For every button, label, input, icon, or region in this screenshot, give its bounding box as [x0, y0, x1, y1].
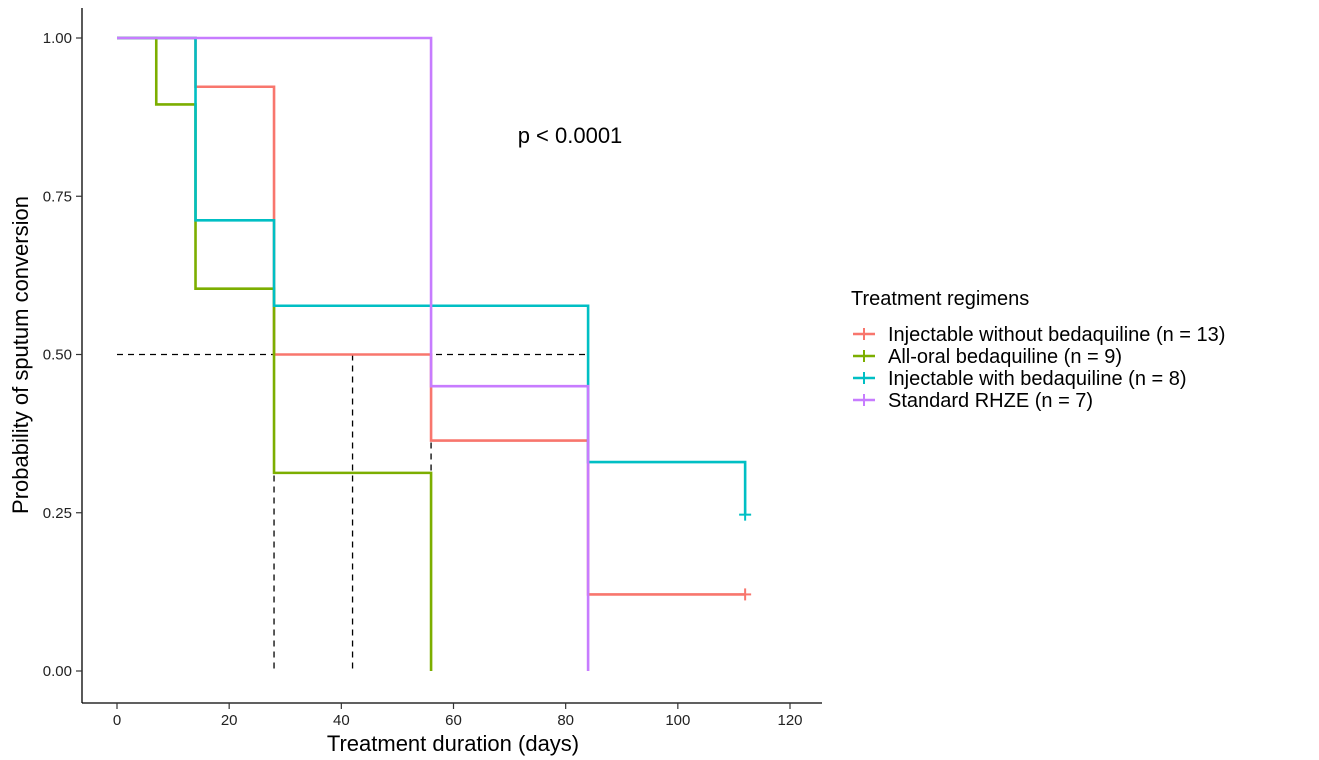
y-tick-label: 1.00 — [43, 30, 72, 47]
x-axis-title: Treatment duration (days) — [327, 731, 579, 756]
legend-label: All-oral bedaquiline (n = 9) — [888, 346, 1122, 368]
x-tick-label: 0 — [113, 712, 121, 729]
plot-area: 0 20 40 60 80 100 120 0.00 0.25 0.50 0.75 1.00 — [43, 8, 822, 729]
x-tick-label: 20 — [221, 712, 238, 729]
y-tick-label: 0.25 — [43, 505, 72, 522]
x-tick-label: 80 — [557, 712, 574, 729]
survival-curve — [117, 36, 590, 671]
y-tick-label: 0.50 — [43, 347, 72, 364]
y-tick-label: 0.75 — [43, 188, 72, 205]
legend: Treatment regimens Injectable without be… — [851, 288, 1225, 412]
legend-label: Injectable with bedaquiline (n = 8) — [888, 368, 1187, 390]
legend-label: Standard RHZE (n = 7) — [888, 390, 1093, 412]
y-axis-title: Probability of sputum conversion — [8, 196, 33, 514]
legend-label: Injectable without bedaquiline (n = 13) — [888, 324, 1225, 346]
p-value-annotation: p < 0.0001 — [518, 123, 623, 148]
y-tick-label: 0.00 — [43, 663, 72, 680]
x-tick-label: 120 — [777, 712, 802, 729]
survival-curve — [117, 36, 433, 671]
survival-curve — [117, 36, 747, 515]
x-tick-label: 60 — [445, 712, 462, 729]
legend-title: Treatment regimens — [851, 288, 1029, 310]
x-tick-label: 100 — [665, 712, 690, 729]
x-tick-label: 40 — [333, 712, 350, 729]
